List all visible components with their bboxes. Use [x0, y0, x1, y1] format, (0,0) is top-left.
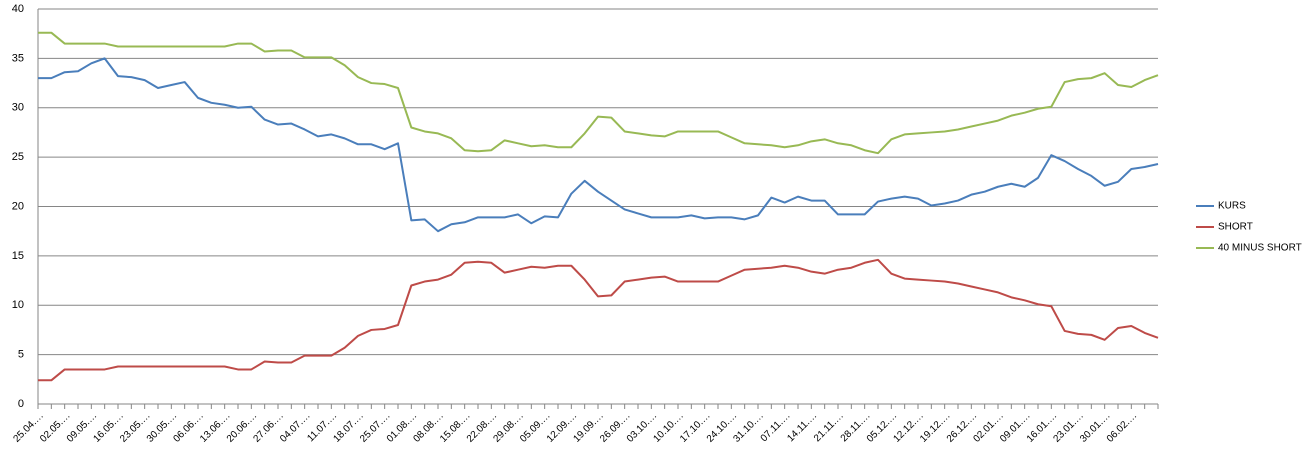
- line-series: [38, 57, 1159, 233]
- y-tick-label: 35: [12, 52, 24, 64]
- y-tick-label: 0: [18, 398, 24, 410]
- line-series: [38, 258, 1159, 382]
- legend-label: 40 MINUS SHORT: [1218, 243, 1302, 254]
- y-tick-label: 25: [12, 151, 24, 163]
- y-tick-label: 20: [12, 200, 24, 212]
- legend-label: KURS: [1218, 201, 1246, 212]
- y-tick-label: 30: [12, 102, 24, 114]
- y-tick-label: 40: [12, 3, 24, 15]
- y-tick-label: 10: [12, 299, 24, 311]
- y-tick-label: 15: [12, 250, 24, 262]
- line-series: [38, 31, 1159, 155]
- y-tick-label: 5: [18, 349, 24, 361]
- legend-label: SHORT: [1218, 222, 1253, 233]
